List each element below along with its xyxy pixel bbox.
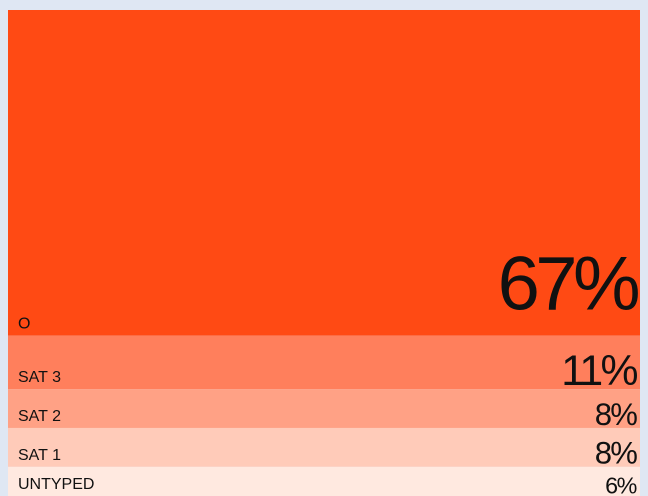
value-label: 67% [498,242,638,327]
band [8,466,640,496]
value-label: 11% [561,347,637,395]
category-label: SAT 1 [18,447,61,464]
category-label: UNTYPED [18,476,94,493]
band [8,335,640,390]
value-label: 8% [595,397,637,432]
band [8,10,640,336]
category-label: SAT 2 [18,408,61,425]
value-label: 8% [595,436,637,471]
band [8,427,640,467]
band [8,389,640,428]
category-label: O [18,316,30,333]
category-label: SAT 3 [18,369,61,386]
value-label: 6% [605,473,637,496]
